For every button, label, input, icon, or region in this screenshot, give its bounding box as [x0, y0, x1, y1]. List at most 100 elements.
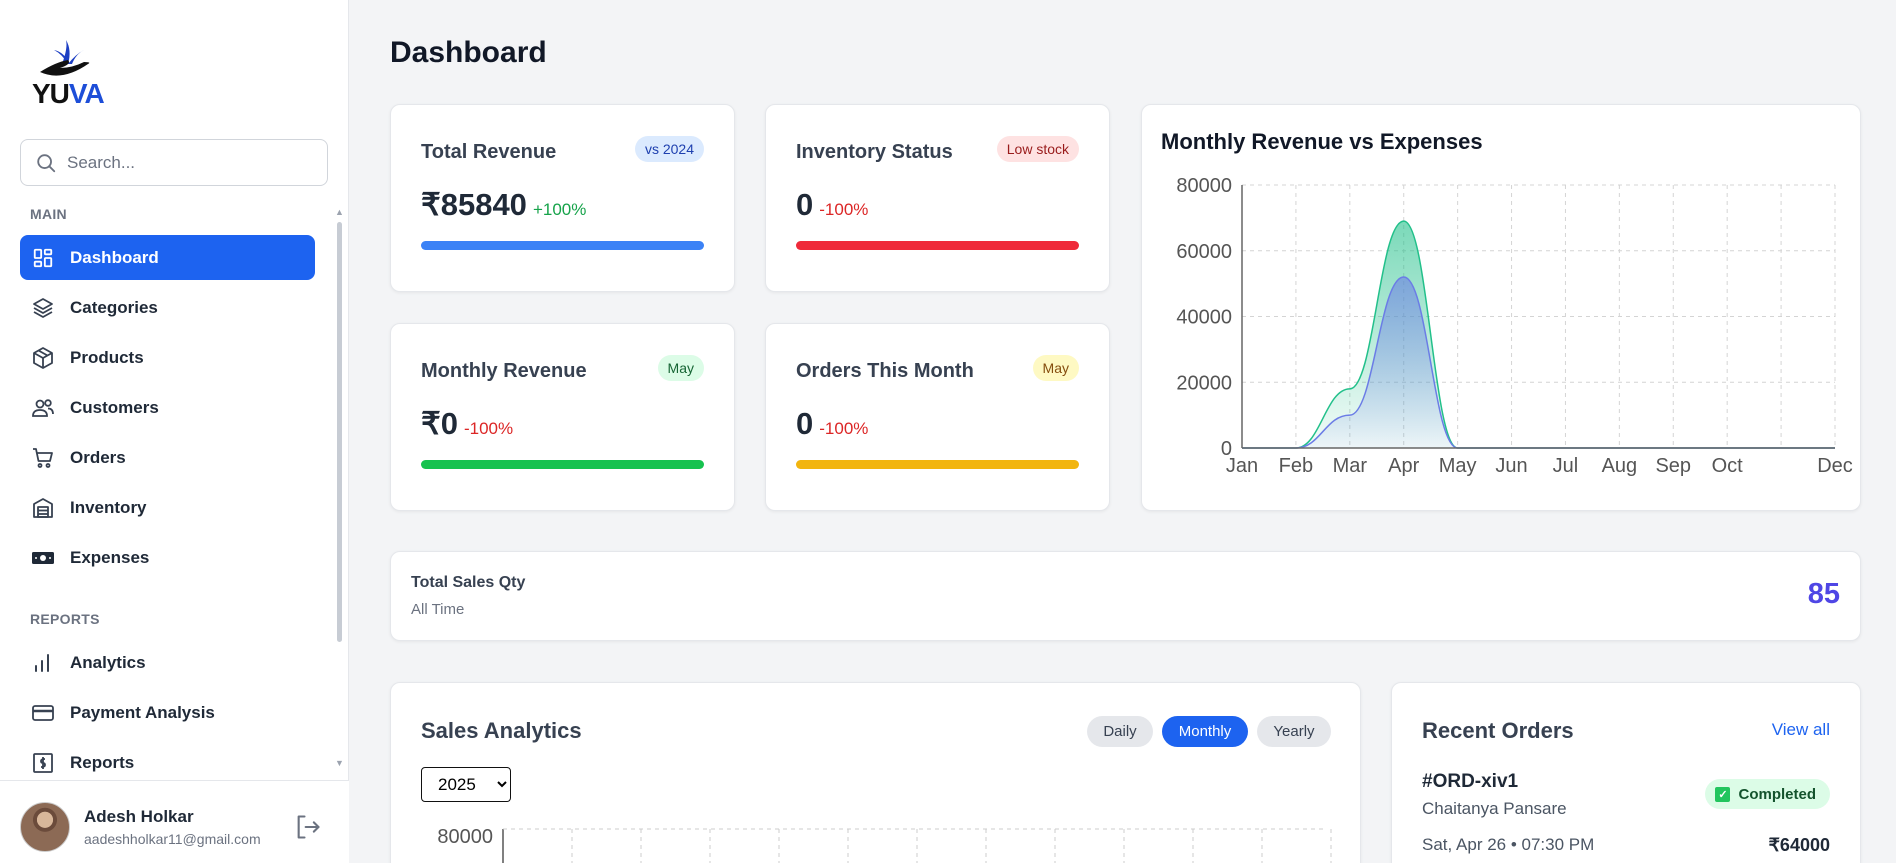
sales-analytics-title: Sales Analytics [421, 718, 582, 743]
logout-icon[interactable] [294, 813, 322, 841]
status-label: Completed [1738, 785, 1816, 803]
stat-title: Total Revenue [421, 141, 557, 163]
sidebar-item-label: Analytics [70, 652, 146, 672]
stat-card-orders-this-month: Orders This Month May 0 -100% [765, 323, 1110, 511]
status-badge: Low stock [996, 136, 1079, 162]
x-tick-label: Jul [1553, 455, 1579, 477]
view-all-link[interactable]: View all [1771, 720, 1830, 739]
sales-qty-sub: All Time [411, 601, 465, 618]
sidebar-item-label: Products [70, 347, 144, 367]
sales-qty-value: 85 [1807, 578, 1840, 610]
stat-value: 0 [796, 406, 814, 441]
sidebar-item-label: Categories [70, 297, 158, 317]
search-icon [37, 153, 56, 172]
scroll-up-arrow-icon[interactable]: ▲ [335, 207, 344, 217]
stat-card-total-revenue: Total Revenue vs 2024 ₹85840 +100% [390, 104, 735, 292]
x-tick-label: Jan [1226, 455, 1258, 477]
y-tick-label: 60000 [1176, 241, 1232, 263]
stat-value: ₹0 [421, 406, 458, 441]
status-badge: May [657, 355, 704, 381]
progress-bar [796, 241, 1079, 250]
report-icon [30, 750, 56, 776]
search-box[interactable] [20, 139, 328, 186]
logo-mark-icon [40, 40, 90, 76]
logo-text-main: YU [32, 78, 70, 109]
stat-change: -100% [819, 200, 869, 219]
sidebar-item-label: Inventory [70, 497, 147, 517]
x-tick-label: Jun [1495, 455, 1527, 477]
order-customer: Chaitanya Pansare [1422, 799, 1567, 818]
sales-qty-label: Total Sales Qty [411, 574, 526, 591]
x-tick-label: May [1439, 455, 1477, 477]
nav-section-reports: REPORTS [30, 611, 100, 627]
logo-text-accent: VA [68, 78, 105, 109]
stat-card-inventory-status: Inventory Status Low stock 0 -100% [765, 104, 1110, 292]
sidebar-item-payment-analysis[interactable]: Payment Analysis [20, 690, 315, 735]
order-date: Sat, Apr 26 • 07:30 PM [1422, 835, 1595, 854]
sidebar-scrollbar-thumb[interactable] [337, 222, 342, 642]
sidebar-item-categories[interactable]: Categories [20, 285, 315, 330]
stat-title: Inventory Status [796, 141, 953, 163]
y-tick-label: 20000 [1176, 372, 1232, 394]
sidebar-item-inventory[interactable]: Inventory [20, 485, 315, 530]
stat-value: ₹85840 [421, 187, 527, 222]
recent-orders-card: Recent Orders View all #ORD-xiv1 Chaitan… [1391, 682, 1861, 863]
year-select[interactable]: 2025 [421, 767, 511, 802]
stat-value-row: ₹0 -100% [421, 406, 513, 442]
y-tick-label: 40000 [1176, 307, 1232, 329]
progress-bar [796, 460, 1079, 469]
status-badge: May [1032, 355, 1079, 381]
total-sales-qty-card: Total Sales Qty All Time 85 [390, 551, 1861, 641]
sidebar-item-dashboard[interactable]: Dashboard [20, 235, 315, 280]
page-title: Dashboard [390, 36, 547, 69]
scroll-down-arrow-icon[interactable]: ▼ [335, 758, 344, 768]
stat-title: Monthly Revenue [421, 360, 587, 382]
x-tick-label: Dec [1817, 455, 1853, 477]
sidebar-item-label: Orders [70, 447, 126, 467]
cart-icon [30, 445, 56, 471]
stat-card-monthly-revenue: Monthly Revenue May ₹0 -100% [390, 323, 735, 511]
series-area [1242, 221, 1835, 448]
x-tick-label: Apr [1388, 455, 1419, 477]
sidebar-item-label: Reports [70, 752, 135, 772]
check-icon: ✓ [1715, 786, 1731, 802]
sales-analytics-card: Sales Analytics Daily Monthly Yearly 202… [390, 682, 1361, 863]
user-name: Adesh Holkar [84, 807, 194, 826]
sidebar-item-reports[interactable]: Reports [20, 740, 315, 785]
sidebar-item-label: Payment Analysis [70, 702, 215, 722]
yuva-logo[interactable]: YUVA [32, 34, 112, 110]
avatar[interactable] [20, 802, 70, 852]
search-input[interactable] [67, 152, 317, 173]
stat-change: -100% [819, 419, 869, 438]
sidebar-item-expenses[interactable]: Expenses [20, 535, 315, 580]
series-area [1242, 277, 1835, 448]
recent-orders-title: Recent Orders [1422, 718, 1574, 743]
users-icon [30, 395, 56, 421]
stat-value-row: ₹85840 +100% [421, 187, 586, 223]
tab-yearly[interactable]: Yearly [1257, 716, 1331, 747]
revenue-expenses-chart[interactable]: 0 20000 40000 60000 80000 Jan Feb Mar Apr May Jun J… [1142, 105, 1862, 512]
sidebar-item-orders[interactable]: Orders [20, 435, 315, 480]
stat-value: 0 [796, 187, 814, 222]
sidebar-item-label: Dashboard [70, 247, 159, 267]
progress-bar [421, 460, 704, 469]
tab-monthly[interactable]: Monthly [1162, 716, 1248, 747]
stat-change: -100% [463, 419, 514, 438]
x-tick-label: Aug [1602, 455, 1638, 477]
sidebar-item-label: Customers [70, 397, 159, 417]
x-tick-label: Sep [1655, 455, 1691, 477]
sidebar-item-customers[interactable]: Customers [20, 385, 315, 430]
sidebar-item-products[interactable]: Products [20, 335, 315, 380]
sidebar-item-analytics[interactable]: Analytics [20, 640, 315, 685]
stat-value-row: 0 -100% [796, 187, 868, 223]
warehouse-icon [30, 495, 56, 521]
y-tick-label: 80000 [437, 826, 493, 848]
order-amount: ₹64000 [1768, 835, 1830, 855]
stat-value-row: 0 -100% [796, 406, 868, 442]
x-tick-label: Feb [1279, 455, 1313, 477]
y-tick-label: 80000 [1176, 175, 1232, 197]
revenue-expenses-chart-card: Monthly Revenue vs Expenses 0 20000 40000 6… [1141, 104, 1861, 511]
money-icon [30, 545, 56, 571]
chart-title: Monthly Revenue vs Expenses [1161, 129, 1483, 154]
tab-daily[interactable]: Daily [1087, 716, 1153, 747]
